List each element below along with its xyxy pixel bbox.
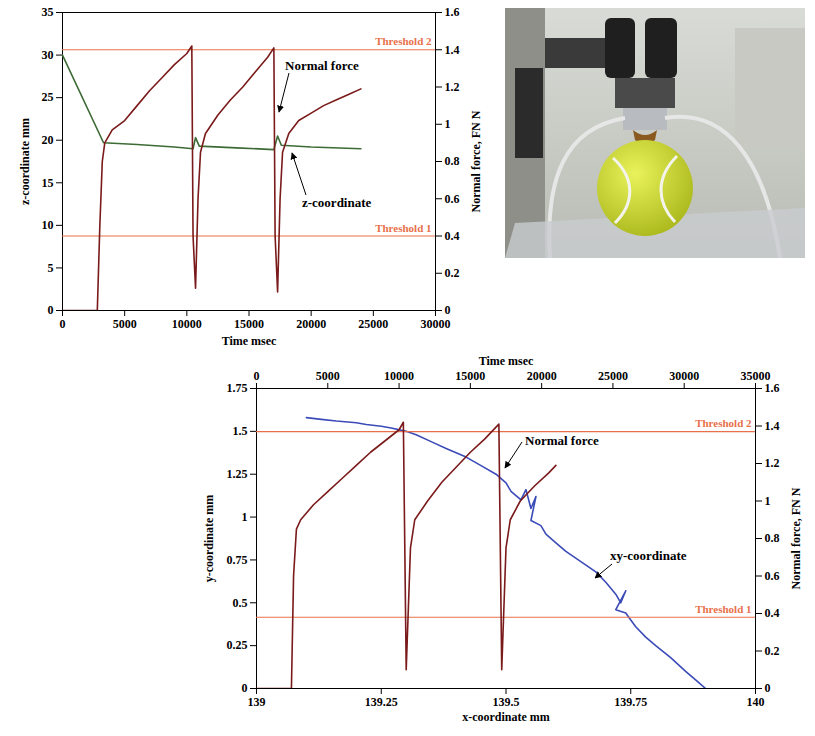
svg-text:15000: 15000 [234,317,264,331]
svg-text:0.8: 0.8 [765,531,780,545]
svg-text:Threshold 1: Threshold 1 [375,222,431,234]
svg-text:139.5: 139.5 [493,695,520,709]
svg-text:0.2: 0.2 [765,644,780,658]
svg-text:140: 140 [747,695,765,709]
svg-text:Time msec: Time msec [479,354,534,368]
svg-text:10: 10 [42,218,54,232]
svg-text:15000: 15000 [455,369,485,383]
svg-text:139.25: 139.25 [365,695,398,709]
svg-text:Normal force, FN N: Normal force, FN N [469,110,483,212]
svg-text:1.2: 1.2 [765,456,780,470]
svg-text:30000: 30000 [669,369,699,383]
svg-text:0.4: 0.4 [765,606,780,620]
svg-text:Threshold 2: Threshold 2 [695,417,752,429]
svg-text:0: 0 [254,369,260,383]
svg-text:1.2: 1.2 [445,80,460,94]
svg-text:z-coordinate: z-coordinate [302,195,372,210]
svg-text:139: 139 [248,695,266,709]
svg-text:1.4: 1.4 [765,419,780,433]
svg-text:0: 0 [242,681,248,695]
svg-text:x-coordinate mm: x-coordinate mm [462,710,550,724]
svg-text:5000: 5000 [316,369,340,383]
svg-text:1.6: 1.6 [765,381,780,395]
svg-text:35000: 35000 [741,369,771,383]
svg-text:139.75: 139.75 [614,695,647,709]
svg-text:0.75: 0.75 [227,553,248,567]
svg-text:20000: 20000 [296,317,326,331]
svg-text:z-coordinate mm: z-coordinate mm [18,118,32,205]
svg-text:10000: 10000 [384,369,414,383]
svg-text:0: 0 [48,303,54,317]
svg-text:1.4: 1.4 [445,43,460,57]
svg-text:0: 0 [765,681,771,695]
svg-text:30: 30 [42,48,54,62]
svg-text:5000: 5000 [113,317,137,331]
svg-text:25: 25 [42,90,54,104]
svg-text:Normal force: Normal force [285,58,359,73]
svg-text:1.6: 1.6 [445,5,460,19]
svg-text:1: 1 [242,510,248,524]
svg-text:Time msec: Time msec [222,334,277,348]
svg-text:1.5: 1.5 [233,424,248,438]
svg-text:15: 15 [42,176,54,190]
svg-text:20000: 20000 [527,369,557,383]
svg-text:1.75: 1.75 [227,381,248,395]
svg-text:0.8: 0.8 [445,154,460,168]
svg-text:Normal force, FN N: Normal force, FN N [789,487,803,589]
svg-text:1: 1 [445,117,451,131]
svg-text:0: 0 [60,317,66,331]
svg-text:0.25: 0.25 [227,638,248,652]
svg-text:10000: 10000 [172,317,202,331]
svg-text:20: 20 [42,133,54,147]
svg-text:0.4: 0.4 [445,229,460,243]
svg-text:0: 0 [445,303,451,317]
svg-text:0.6: 0.6 [765,569,780,583]
svg-text:0.6: 0.6 [445,192,460,206]
svg-text:Threshold 1: Threshold 1 [695,603,751,615]
svg-text:xy-coordinate: xy-coordinate [610,548,687,563]
svg-text:Normal force: Normal force [525,433,599,448]
svg-text:30000: 30000 [421,317,451,331]
svg-text:25000: 25000 [358,317,388,331]
svg-text:1.25: 1.25 [227,467,248,481]
svg-text:Threshold 2: Threshold 2 [375,35,432,47]
svg-text:0.2: 0.2 [445,266,460,280]
svg-text:y-coordinate mm: y-coordinate mm [202,495,216,583]
svg-text:5: 5 [48,261,54,275]
svg-text:35: 35 [42,5,54,19]
svg-text:1: 1 [765,494,771,508]
svg-text:0.5: 0.5 [233,596,248,610]
svg-text:25000: 25000 [598,369,628,383]
